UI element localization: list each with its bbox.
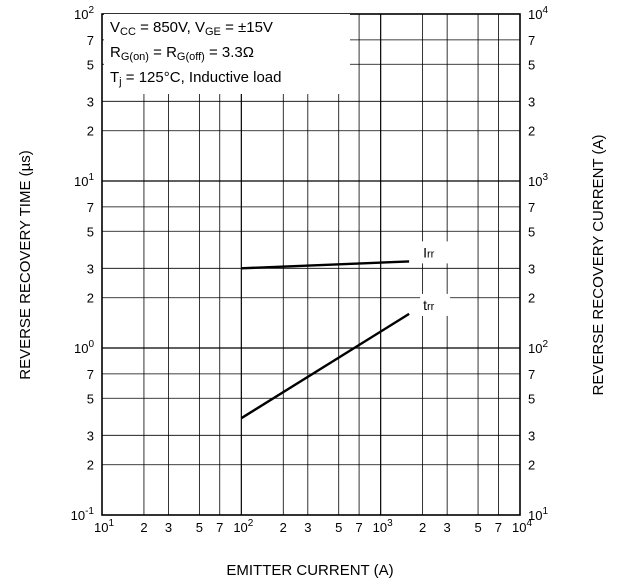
series-line-irr [241, 260, 410, 270]
y-tick-label-right: 5 [528, 224, 535, 239]
y-tick-label-left: 2 [87, 458, 94, 473]
y-tick-label-left: 7 [87, 200, 94, 215]
x-tick-label: 5 [474, 520, 481, 535]
y-tick-label-right: 3 [528, 261, 535, 276]
series-label-trr: trr [423, 297, 435, 313]
y-tick-label-right: 104 [528, 5, 548, 22]
x-tick-label: 103 [373, 518, 393, 535]
y-tick-label-right: 2 [528, 458, 535, 473]
y-tick-label-right: 3 [528, 94, 535, 109]
y-tick-label-left: 3 [87, 261, 94, 276]
condition-line-1: VCC = 850V, VGE = ±15V [110, 19, 273, 38]
series: Irr trr [240, 241, 451, 420]
y-tick-label-right: 5 [528, 391, 535, 406]
y-tick-label-right: 7 [528, 33, 535, 48]
condition-line-2: RG(on) = RG(off) = 3.3Ω [110, 44, 254, 63]
y-tick-label-left: 101 [74, 172, 94, 189]
y-tick-label-left: 100 [74, 339, 94, 356]
y-tick-label-left: 2 [87, 124, 94, 139]
y-tick-label-left: 102 [74, 5, 94, 22]
y-tick-label-left: 3 [87, 94, 94, 109]
y-tick-label-right: 3 [528, 428, 535, 443]
y-tick-label-left: 7 [87, 33, 94, 48]
series-label-irr: Irr [423, 244, 435, 260]
x-tick-label: 7 [355, 520, 362, 535]
x-tick-label: 5 [335, 520, 342, 535]
x-tick-label: 2 [280, 520, 287, 535]
y-tick-label-left: 5 [87, 224, 94, 239]
x-tick-label: 7 [495, 520, 502, 535]
x-tick-label: 3 [444, 520, 451, 535]
series-label-background [420, 293, 451, 316]
x-tick-label: 2 [140, 520, 147, 535]
y-tick-label-left: 7 [87, 367, 94, 382]
x-tick-label: 3 [165, 520, 172, 535]
y-tick-label-right: 7 [528, 367, 535, 382]
y-tick-label-left: 10-1 [71, 506, 95, 523]
y-tick-label-right: 2 [528, 124, 535, 139]
x-axis-title: EMITTER CURRENT (A) [226, 562, 393, 579]
y-tick-label-right: 102 [528, 339, 548, 356]
y-tick-label-left: 5 [87, 391, 94, 406]
y-tick-label-left: 2 [87, 291, 94, 306]
y-tick-label-right: 103 [528, 172, 548, 189]
y-tick-label-left: 3 [87, 428, 94, 443]
y-axis-title-right: REVERSE RECOVERY CURRENT (A) [590, 135, 607, 396]
x-tick-label: 7 [216, 520, 223, 535]
y-tick-label-right: 2 [528, 291, 535, 306]
y-tick-label-left: 5 [87, 57, 94, 72]
series-line-trr [240, 312, 410, 420]
series-label-background [420, 241, 451, 264]
x-tick-label: 101 [94, 518, 114, 535]
y-tick-label-right: 101 [528, 506, 548, 523]
x-tick-label: 5 [196, 520, 203, 535]
y-axis-title-left: REVERSE RECOVERY TIME (µs) [17, 150, 34, 380]
conditions-box: VCC = 850V, VGE = ±15V RG(on) = RG(off) … [104, 14, 350, 94]
x-tick-label: 102 [233, 518, 253, 535]
x-tick-label: 3 [304, 520, 311, 535]
conditions-background [104, 14, 350, 94]
y-tick-label-right: 5 [528, 57, 535, 72]
y-tick-label-right: 7 [528, 200, 535, 215]
x-tick-label: 104 [512, 518, 532, 535]
tick-labels: 101 2 3 5 7 102 2 3 5 7 103 2 3 5 7 10410-1235710023571… [71, 5, 549, 535]
condition-line-3: Tj = 125°C, Inductive load [110, 69, 281, 88]
x-tick-label: 2 [419, 520, 426, 535]
